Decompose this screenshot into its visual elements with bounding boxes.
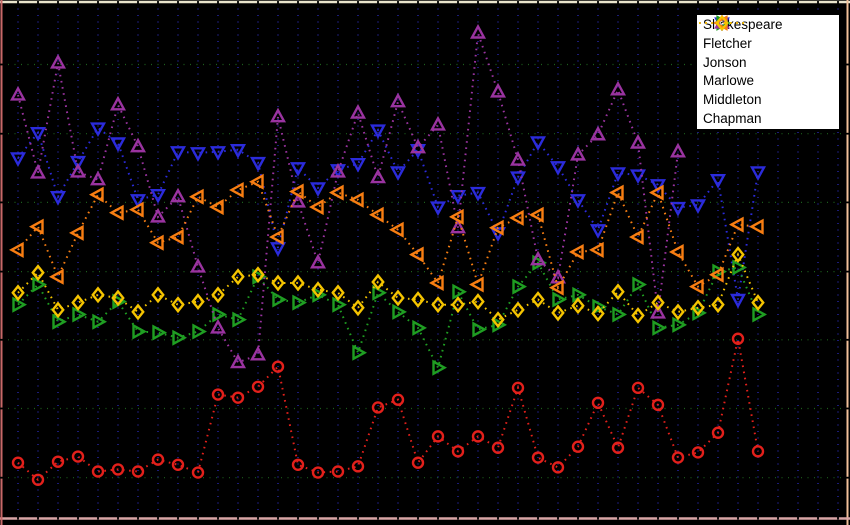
- legend: Shakespeare Fletcher Jonson Marlowe Middleto…: [695, 13, 841, 131]
- legend-item-jonson: Jonson: [699, 15, 837, 72]
- series-chapman: [11, 246, 765, 329]
- legend-item-chapman: Chapman: [699, 15, 837, 128]
- legend-label: Marlowe: [703, 73, 755, 89]
- series-shakespeare: [11, 332, 765, 486]
- series-marlowe: [9, 23, 687, 369]
- chapman-marker-icon: [699, 15, 745, 31]
- legend-label: Middleton: [703, 91, 762, 107]
- series-layer: [8, 23, 768, 486]
- legend-label: Fletcher: [703, 35, 752, 51]
- legend-label: Jonson: [703, 54, 747, 70]
- grid-horizontal-lines: [1, 63, 848, 479]
- legend-item-marlowe: Marlowe: [699, 15, 837, 90]
- series-middleton: [8, 173, 764, 296]
- legend-label: Chapman: [703, 110, 762, 126]
- legend-item-middleton: Middleton: [699, 15, 837, 109]
- legend-item-fletcher: Fletcher: [699, 17, 837, 53]
- series-fletcher: [9, 122, 767, 309]
